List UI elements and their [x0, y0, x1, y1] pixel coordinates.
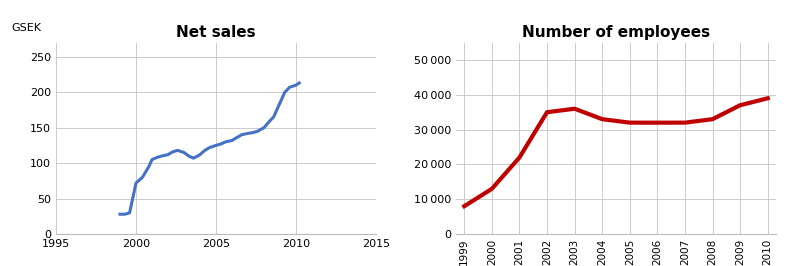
Title: Net sales: Net sales	[176, 25, 256, 40]
Title: Number of employees: Number of employees	[522, 25, 710, 40]
Text: GSEK: GSEK	[11, 23, 42, 33]
